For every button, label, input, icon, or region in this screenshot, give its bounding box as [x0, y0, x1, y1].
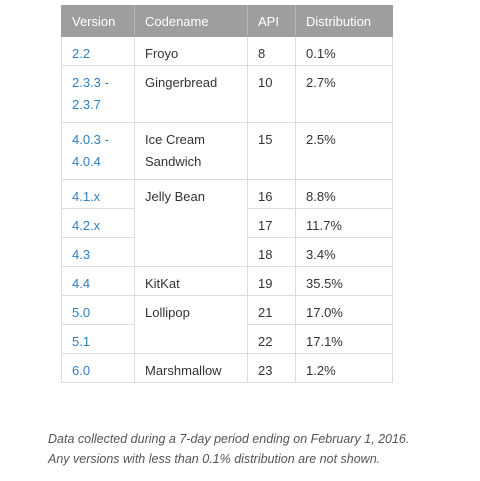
codename-cell: KitKat	[134, 266, 248, 296]
version-text: 4.1.x	[72, 189, 101, 204]
version-cell: 4.0.3 - 4.0.4	[61, 122, 135, 180]
footnote: Data collected during a 7-day period end…	[48, 429, 409, 469]
distribution-cell: 0.1%	[295, 36, 393, 66]
version-text: 5.0	[72, 305, 91, 320]
distribution-cell: 17.0%	[295, 295, 393, 325]
header-distribution: Distribution	[295, 5, 393, 37]
version-text: 4.0.3 -	[72, 132, 109, 147]
table-row: 4.0.3 - 4.0.4 Ice Cream Sandwich 15 2.5%	[61, 122, 393, 180]
footnote-line: Data collected during a 7-day period end…	[48, 432, 410, 446]
api-cell: 8	[247, 36, 296, 66]
codename-text: Lollipop	[145, 305, 190, 320]
table-row: 4.4 KitKat 19 35.5%	[61, 266, 393, 296]
distribution-cell: 11.7%	[295, 208, 393, 238]
version-text: 6.0	[72, 363, 91, 378]
api-cell: 15	[247, 122, 296, 180]
api-cell: 21	[247, 295, 296, 325]
table-row: 2.2 Froyo 8 0.1%	[61, 36, 393, 66]
header-version: Version	[61, 5, 135, 37]
codename-text: Froyo	[145, 46, 179, 61]
version-text: 4.4	[72, 276, 91, 291]
table-row: 4.1.x Jelly Bean 16 8.8%	[61, 179, 393, 267]
codename-cell: Jelly Bean	[134, 179, 248, 267]
version-text: 5.1	[72, 334, 91, 349]
api-cell: 19	[247, 266, 296, 296]
table-header-row: Version Codename API Distribution	[61, 5, 393, 37]
header-codename: Codename	[134, 5, 248, 37]
api-cell: 18	[247, 237, 296, 267]
distribution-cell: 2.7%	[295, 65, 393, 123]
codename-cell: Ice Cream Sandwich	[134, 122, 248, 180]
codename-text: Ice Cream	[145, 132, 205, 147]
distribution-table: Version Codename API Distribution 2.2 Fr…	[61, 5, 393, 383]
table-row: 5.0 Lollipop 21 17.0%	[61, 295, 393, 354]
version-text: 4.0.4	[72, 154, 101, 169]
version-cell: 5.0	[61, 295, 135, 325]
version-cell: 4.2.x	[61, 208, 135, 238]
table-row: 2.3.3 - 2.3.7 Gingerbread 10 2.7%	[61, 65, 393, 123]
version-text: 4.2.x	[72, 218, 101, 233]
version-cell: 6.0	[61, 353, 135, 383]
distribution-cell: 1.2%	[295, 353, 393, 383]
distribution-cell: 3.4%	[295, 237, 393, 267]
codename-cell: Lollipop	[134, 295, 248, 354]
codename-text: Sandwich	[145, 154, 202, 169]
distribution-cell: 17.1%	[295, 324, 393, 354]
codename-text: Gingerbread	[145, 75, 218, 90]
api-cell: 17	[247, 208, 296, 238]
version-cell: 2.3.3 - 2.3.7	[61, 65, 135, 123]
table-row: 5.1 22 17.1%	[61, 324, 393, 354]
version-cell: 4.4	[61, 266, 135, 296]
table-row: 6.0 Marshmallow 23 1.2%	[61, 353, 393, 383]
distribution-cell: 2.5%	[295, 122, 393, 180]
codename-cell: Marshmallow	[134, 353, 248, 383]
footnote-line: Any versions with less than 0.1% distrib…	[48, 452, 381, 466]
distribution-cell: 35.5%	[295, 266, 393, 296]
api-cell: 22	[247, 324, 296, 354]
table-row: 4.2.x 17 11.7%	[61, 208, 393, 238]
version-cell: 2.2	[61, 36, 135, 66]
codename-text: KitKat	[145, 276, 180, 291]
api-cell: 10	[247, 65, 296, 123]
codename-text: Jelly Bean	[145, 189, 205, 204]
version-text: 2.3.3 -	[72, 75, 109, 90]
header-api: API	[247, 5, 296, 37]
version-text: 4.3	[72, 247, 91, 262]
version-cell: 5.1	[61, 324, 135, 354]
table-row: 4.3 18 3.4%	[61, 237, 393, 267]
version-text: 2.2	[72, 46, 91, 61]
distribution-cell: 8.8%	[295, 179, 393, 209]
version-cell: 4.1.x	[61, 179, 135, 209]
version-text: 2.3.7	[72, 97, 101, 112]
api-cell: 16	[247, 179, 296, 209]
version-cell: 4.3	[61, 237, 135, 267]
codename-text: Marshmallow	[145, 363, 222, 378]
codename-cell: Gingerbread	[134, 65, 248, 123]
api-cell: 23	[247, 353, 296, 383]
codename-cell: Froyo	[134, 36, 248, 66]
